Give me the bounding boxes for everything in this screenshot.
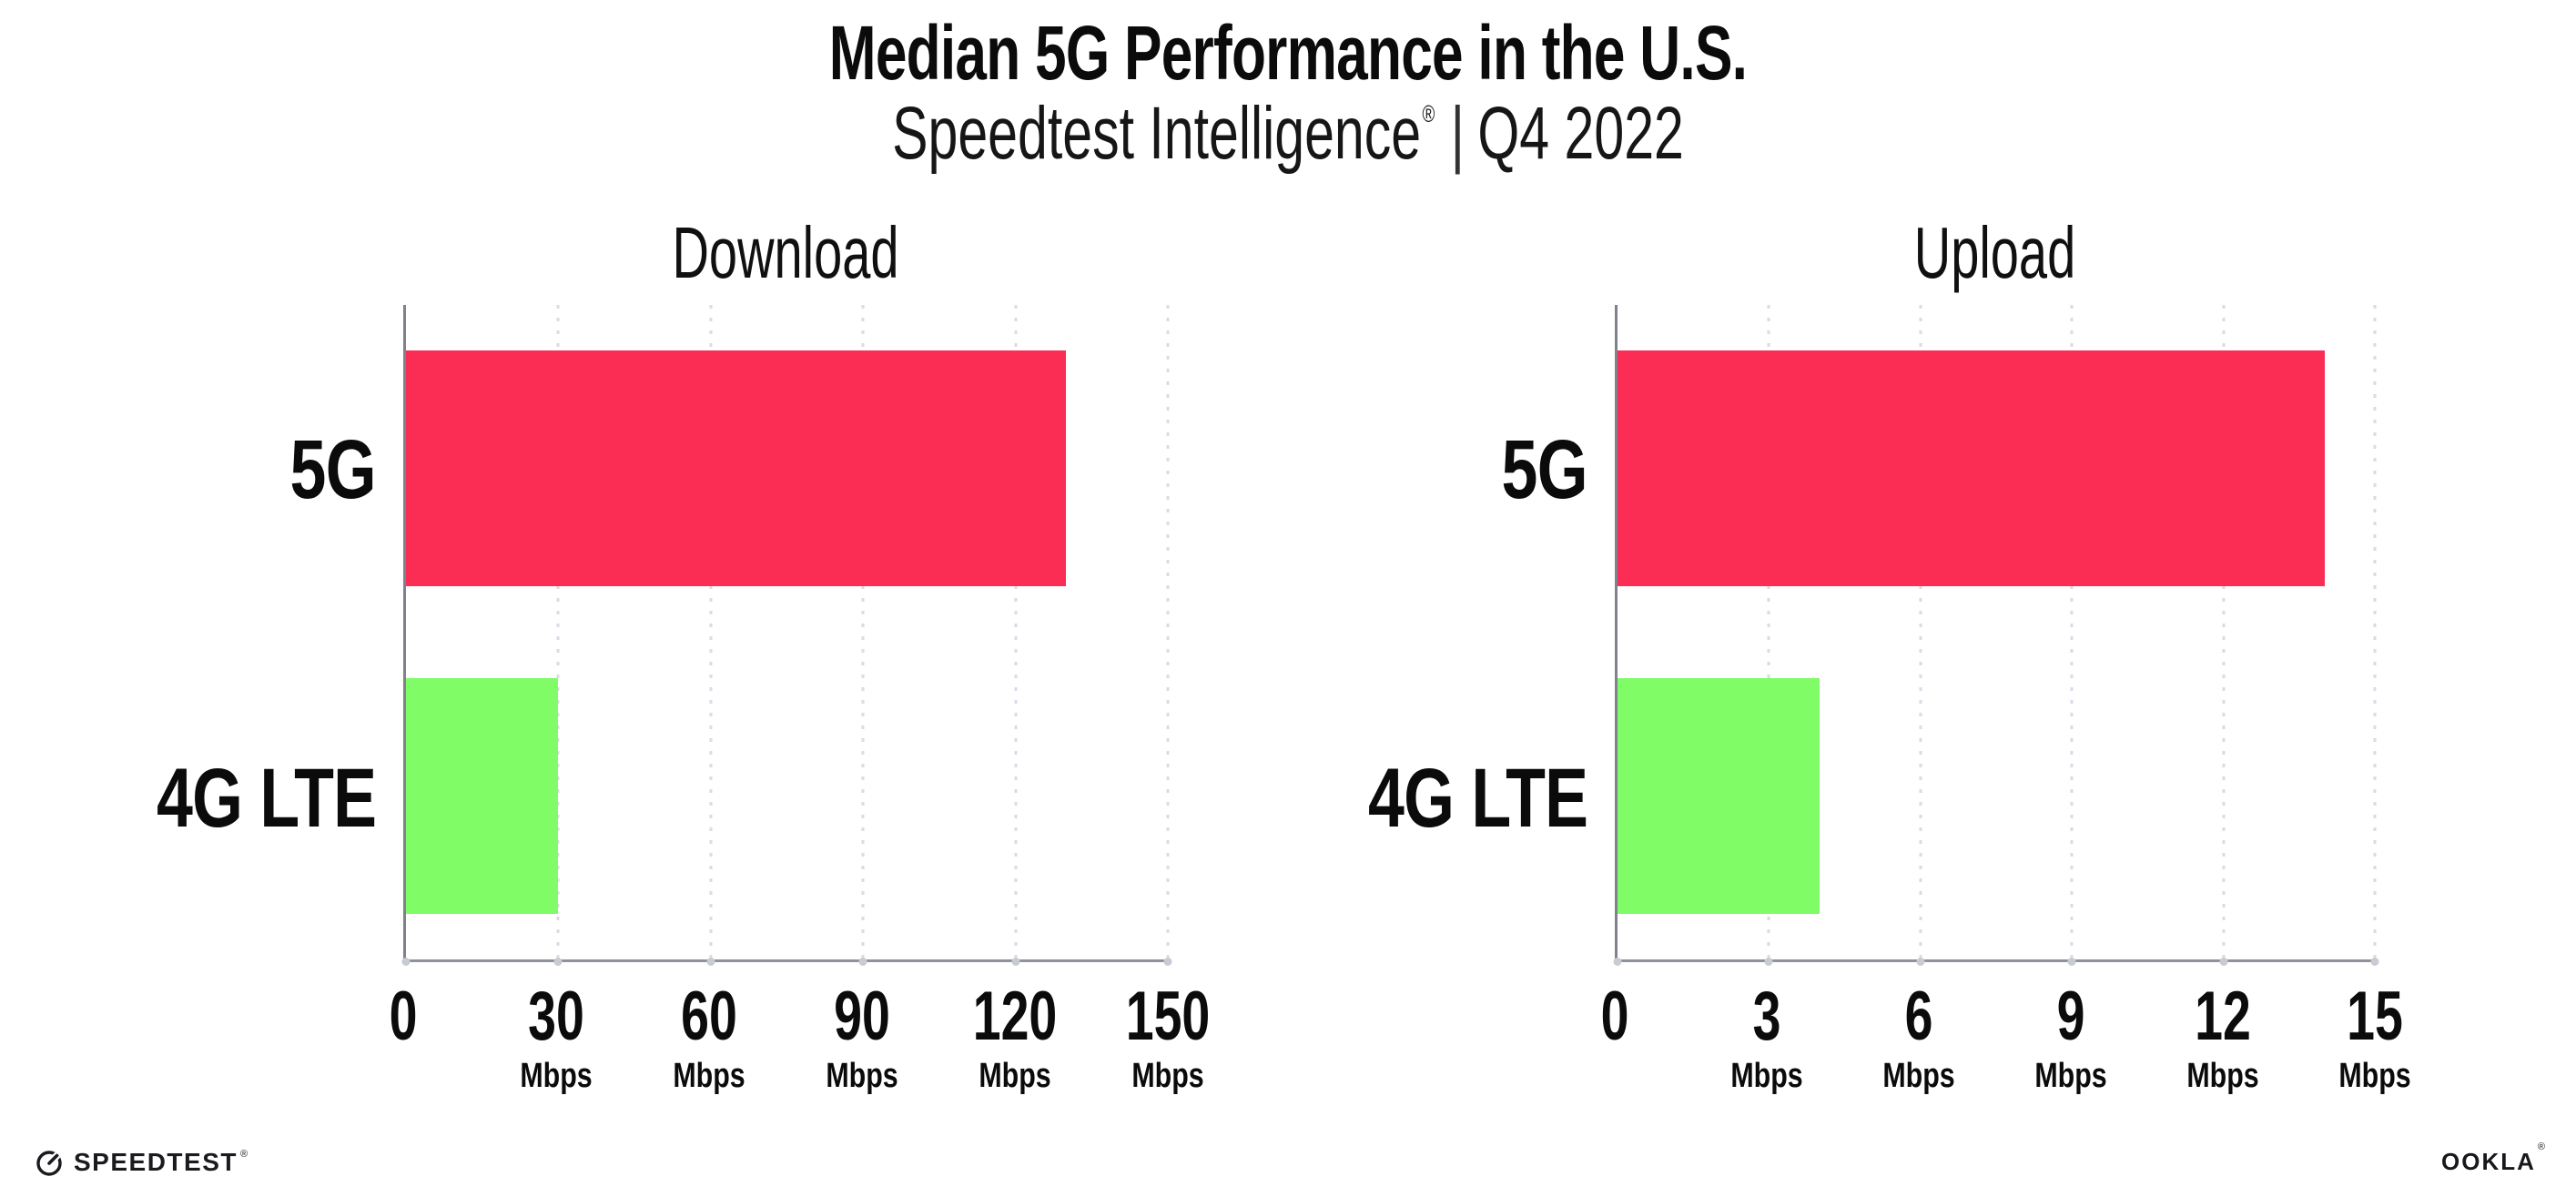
x-tick-unit: Mbps bbox=[2186, 1057, 2259, 1095]
bar-5g bbox=[1618, 350, 2325, 587]
axis-tick bbox=[858, 958, 867, 966]
x-tick-value: 9 bbox=[2056, 978, 2085, 1055]
x-tick-label: 15 Mbps bbox=[2329, 978, 2419, 1095]
x-tick-unit: Mbps bbox=[1730, 1057, 1803, 1095]
y-category-label: 4G LTE bbox=[1287, 751, 1588, 845]
x-tick-unit: Mbps bbox=[826, 1057, 898, 1095]
page-subtitle: Speedtest Intelligence® | Q4 2022 bbox=[360, 96, 2216, 171]
axis-tick bbox=[1916, 958, 1925, 966]
x-tick-label: 0 bbox=[384, 982, 422, 1093]
axis-tick bbox=[553, 958, 563, 966]
x-axis: 0 3 Mbps 6 Mbps 9 Mbps 12 Mbps 15 Mbps bbox=[1601, 978, 2411, 1110]
y-category-label: 5G bbox=[76, 422, 377, 516]
plot-area bbox=[401, 305, 1172, 966]
x-tick-value: 0 bbox=[389, 978, 418, 1055]
gridline bbox=[1919, 305, 1922, 959]
x-tick-value: 120 bbox=[972, 978, 1058, 1055]
registered-trademark-symbol: ® bbox=[2537, 1141, 2545, 1152]
x-tick-label: 9 Mbps bbox=[2025, 978, 2115, 1095]
x-tick-label: 6 Mbps bbox=[1873, 978, 1963, 1095]
x-tick-value: 30 bbox=[528, 978, 584, 1055]
gridline bbox=[2222, 305, 2226, 959]
x-tick-value: 3 bbox=[1752, 978, 1781, 1055]
upload-chart-title: Upload bbox=[1913, 212, 2076, 293]
axis-tick bbox=[1011, 958, 1020, 966]
gridline bbox=[861, 305, 865, 959]
gridline bbox=[1767, 305, 1770, 959]
y-axis-labels: 5G 4G LTE bbox=[1287, 305, 1588, 962]
speedtest-gauge-icon bbox=[35, 1148, 64, 1177]
y-category-label: 5G bbox=[1287, 422, 1588, 516]
page-title: Median 5G Performance in the U.S. bbox=[828, 10, 1748, 96]
gridline bbox=[2373, 305, 2377, 959]
x-tick-unit bbox=[1599, 1059, 1630, 1093]
download-chart-title: Download bbox=[672, 212, 899, 293]
x-tick-label: 90 Mbps bbox=[816, 978, 907, 1095]
bar-4g-lte bbox=[1618, 677, 1820, 914]
axis-tick bbox=[1764, 958, 1773, 966]
y-axis-labels: 5G 4G LTE bbox=[76, 305, 377, 962]
y-category-label: 4G LTE bbox=[76, 751, 377, 845]
x-tick-value: 0 bbox=[1600, 978, 1629, 1055]
x-tick-unit: Mbps bbox=[2338, 1057, 2411, 1095]
y-category-label-text: 4G LTE bbox=[156, 751, 377, 845]
axis-tick bbox=[2067, 958, 2076, 966]
axis-tick bbox=[2370, 958, 2379, 966]
y-category-label-text: 4G LTE bbox=[1367, 751, 1588, 845]
x-tick-label: 0 bbox=[1596, 982, 1634, 1093]
x-tick-unit bbox=[388, 1059, 419, 1093]
x-tick-unit: Mbps bbox=[1131, 1057, 1204, 1095]
x-tick-value: 12 bbox=[2195, 978, 2251, 1055]
plot-area bbox=[1613, 305, 2379, 966]
y-category-label-text: 5G bbox=[1501, 422, 1588, 516]
gridline bbox=[1166, 305, 1170, 959]
y-category-label-text: 5G bbox=[289, 422, 377, 516]
axis-tick bbox=[706, 958, 715, 966]
x-tick-value: 15 bbox=[2347, 978, 2403, 1055]
x-tick-value: 90 bbox=[834, 978, 890, 1055]
registered-trademark-symbol: ® bbox=[239, 1149, 248, 1160]
x-tick-unit: Mbps bbox=[979, 1057, 1051, 1095]
speedtest-logo: SPEEDTEST ® bbox=[35, 1148, 248, 1177]
x-tick-value: 60 bbox=[681, 978, 737, 1055]
gridline bbox=[709, 305, 713, 959]
x-tick-value: 6 bbox=[1904, 978, 1933, 1055]
bar-5g bbox=[406, 350, 1067, 587]
subtitle-period: Q4 2022 bbox=[1477, 92, 1684, 175]
x-tick-label: 3 Mbps bbox=[1721, 978, 1811, 1095]
x-tick-unit: Mbps bbox=[673, 1057, 745, 1095]
x-tick-unit: Mbps bbox=[2034, 1057, 2107, 1095]
gridline bbox=[1014, 305, 1018, 959]
gridline bbox=[2070, 305, 2074, 959]
x-tick-label: 150 Mbps bbox=[1111, 978, 1226, 1095]
ookla-logo: OOKLA ® bbox=[2441, 1141, 2545, 1175]
bar-4g-lte bbox=[406, 677, 559, 914]
axis-tick bbox=[1163, 958, 1172, 966]
axis-tick bbox=[2219, 958, 2228, 966]
axis-tick bbox=[401, 958, 411, 966]
gridline bbox=[556, 305, 560, 959]
registered-trademark-symbol: ® bbox=[1422, 100, 1435, 127]
x-axis: 0 30 Mbps 60 Mbps 90 Mbps 120 Mbps 150 Mbps bbox=[390, 978, 1211, 1110]
x-tick-label: 120 Mbps bbox=[958, 978, 1073, 1095]
x-tick-unit: Mbps bbox=[520, 1057, 593, 1095]
x-tick-label: 60 Mbps bbox=[664, 978, 754, 1095]
speedtest-wordmark: SPEEDTEST bbox=[74, 1148, 238, 1176]
ookla-wordmark: OOKLA bbox=[2441, 1148, 2536, 1175]
x-tick-unit: Mbps bbox=[1882, 1057, 1955, 1095]
x-tick-value: 150 bbox=[1125, 978, 1211, 1055]
x-tick-label: 12 Mbps bbox=[2177, 978, 2267, 1095]
subtitle-brand: Speedtest Intelligence bbox=[892, 92, 1422, 175]
subtitle-separator: | bbox=[1450, 92, 1465, 175]
x-tick-label: 30 Mbps bbox=[511, 978, 601, 1095]
axis-tick bbox=[1613, 958, 1622, 966]
